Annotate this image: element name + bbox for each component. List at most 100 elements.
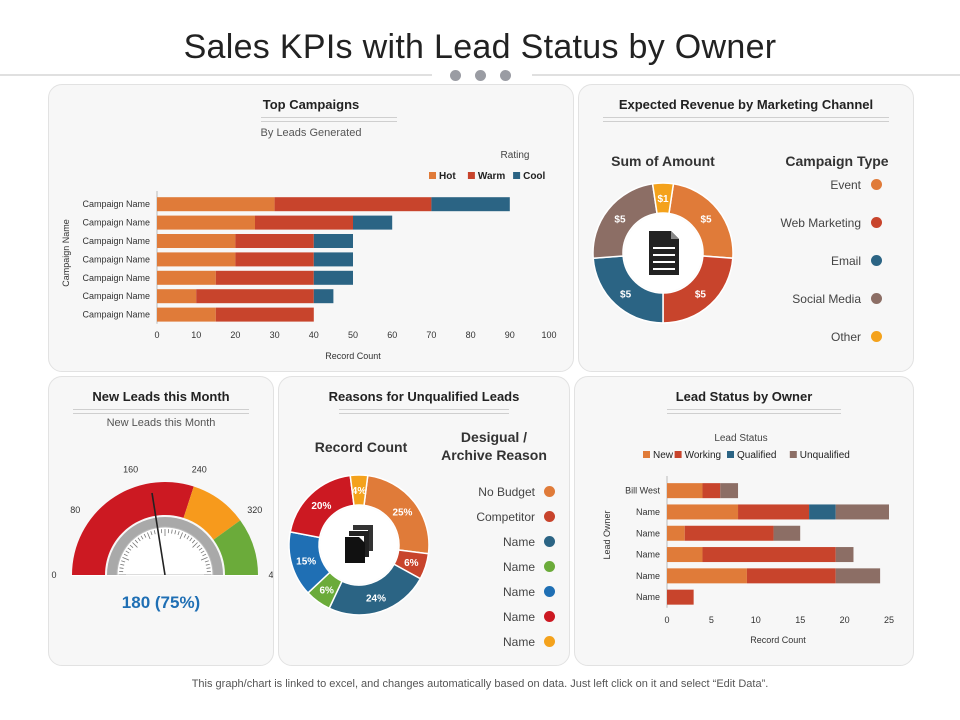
bar-new: [667, 483, 703, 499]
legend-swatch-unqualified: [789, 451, 797, 458]
panel-lead-status: Lead Status by Owner Lead Status New Worki…: [574, 376, 914, 666]
legend-label-warm: Warm: [478, 171, 506, 182]
document-icon-line: [653, 254, 675, 256]
gauge-minor-tick: [189, 537, 193, 542]
document-icon-line: [653, 268, 675, 270]
gauge-minor-tick: [129, 544, 134, 549]
document-icon-body: [649, 231, 679, 275]
top-campaigns-chart: Rating Hot Warm Cool Campaign Name Campaign N…: [61, 150, 557, 361]
bar-hot: [157, 215, 255, 230]
unqualified-donut-chart: 25% 6% 24% 6% 15% 20% 4%: [288, 474, 430, 616]
bar-warm: [215, 270, 314, 285]
bar-cool: [313, 252, 353, 267]
x-tick-label: 90: [505, 330, 515, 340]
legend-dot: [544, 536, 555, 547]
bar-unqualified: [835, 568, 881, 584]
gauge-minor-tick: [153, 530, 156, 535]
donut-slice-name: [349, 474, 369, 507]
category-label: Campaign Name: [82, 236, 150, 246]
gauge-dial-rim: [107, 517, 223, 575]
panel-title: Reasons for Unqualified Leads: [328, 389, 520, 404]
x-tick-label: 50: [348, 330, 358, 340]
gauge-minor-tick: [134, 539, 139, 544]
x-tick-label: 0: [664, 615, 669, 625]
files-icon-front: [345, 537, 365, 563]
panel-title: Expected Revenue by Marketing Channel: [618, 97, 874, 112]
bar-cool: [353, 215, 393, 230]
bar-warm: [215, 307, 314, 322]
document-icon-line: [653, 261, 675, 263]
y-axis-label: Lead Owner: [602, 510, 612, 559]
x-tick-label: 40: [309, 330, 319, 340]
footer-note: This graph/chart is linked to excel, and…: [191, 678, 769, 690]
gauge-minor-tick: [123, 553, 128, 557]
gauge-value: 180 (75%): [121, 593, 201, 612]
gauge-minor-tick: [200, 550, 205, 554]
legend-label-new: New: [653, 450, 674, 461]
x-tick-label: 25: [884, 615, 894, 625]
legend-label: No Budget: [478, 485, 535, 499]
legend-dot: [871, 179, 882, 190]
gauge-minor-tick: [122, 557, 130, 561]
legend-dot: [544, 611, 555, 622]
legend-label: Web Marketing: [780, 216, 861, 230]
gauge-dial-face: [116, 526, 214, 576]
gauge-minor-tick: [150, 531, 153, 536]
legend-label: Email: [830, 254, 861, 268]
legend-label: Name: [502, 610, 535, 624]
category-label: Campaign Name: [82, 291, 150, 301]
gauge-minor-tick: [143, 533, 147, 538]
gauge-minor-tick: [183, 533, 187, 538]
panel-title: New Leads this Month: [92, 389, 230, 404]
legend-dot: [544, 561, 555, 572]
bar-working: [702, 483, 721, 499]
gauge-minor-tick: [205, 563, 210, 566]
gauge-minor-tick: [206, 567, 211, 569]
archive-reason-header-line1: Desigual /: [460, 429, 528, 445]
bar-new: [667, 547, 703, 563]
category-label: Campaign Name: [82, 199, 150, 209]
x-tick-label: 15: [795, 615, 805, 625]
legend-label-hot: Hot: [439, 171, 456, 182]
category-label: Name: [636, 550, 660, 560]
gauge-minor-tick: [137, 537, 141, 542]
bar-unqualified: [835, 504, 889, 520]
decor-dot: [500, 70, 511, 81]
donut-slice-label: 15%: [296, 556, 316, 567]
gauge-tick-label: 0: [51, 570, 56, 580]
bar-hot: [157, 234, 236, 248]
gauge-band: [183, 486, 241, 540]
gauge-band: [213, 520, 258, 575]
bar-qualified: [809, 504, 836, 520]
category-label: Campaign Name: [82, 218, 150, 228]
legend-label-working: Working: [685, 450, 722, 461]
x-tick-label: 20: [230, 330, 240, 340]
legend-title: Lead Status: [714, 433, 767, 444]
legend-label: Other: [830, 330, 861, 344]
gauge-minor-tick: [171, 529, 173, 534]
bar-unqualified: [835, 547, 854, 563]
category-label: Name: [636, 528, 660, 538]
legend-label: Event: [830, 178, 861, 192]
legend-dot: [871, 331, 882, 342]
gauge-minor-tick: [177, 531, 180, 536]
bar-new: [667, 568, 747, 584]
bar-cool: [431, 197, 510, 212]
donut-slice-label: $1: [657, 194, 669, 205]
campaign-type-header: Campaign Type: [785, 153, 889, 169]
gauge-tick-label: 160: [123, 464, 138, 474]
category-label: Bill West: [625, 486, 660, 496]
legend-label: Social Media: [792, 292, 861, 306]
panel-expected-revenue: Expected Revenue by Marketing Channel Su…: [578, 84, 914, 372]
legend-label: Competitor: [476, 510, 535, 524]
donut-slice-label: 6%: [319, 585, 334, 596]
gauge-tick-label: 240: [192, 464, 207, 474]
panel-title-rule: [73, 409, 249, 414]
donut-slice-label: 4%: [352, 486, 367, 497]
gauge-tick-label: 80: [70, 505, 80, 515]
donut-slice-label: $5: [700, 215, 712, 226]
gauge-tick-label: 400: [268, 570, 273, 580]
gauge-needle: [151, 492, 166, 576]
bar-working: [684, 525, 774, 541]
gauge-minor-tick: [198, 547, 203, 551]
